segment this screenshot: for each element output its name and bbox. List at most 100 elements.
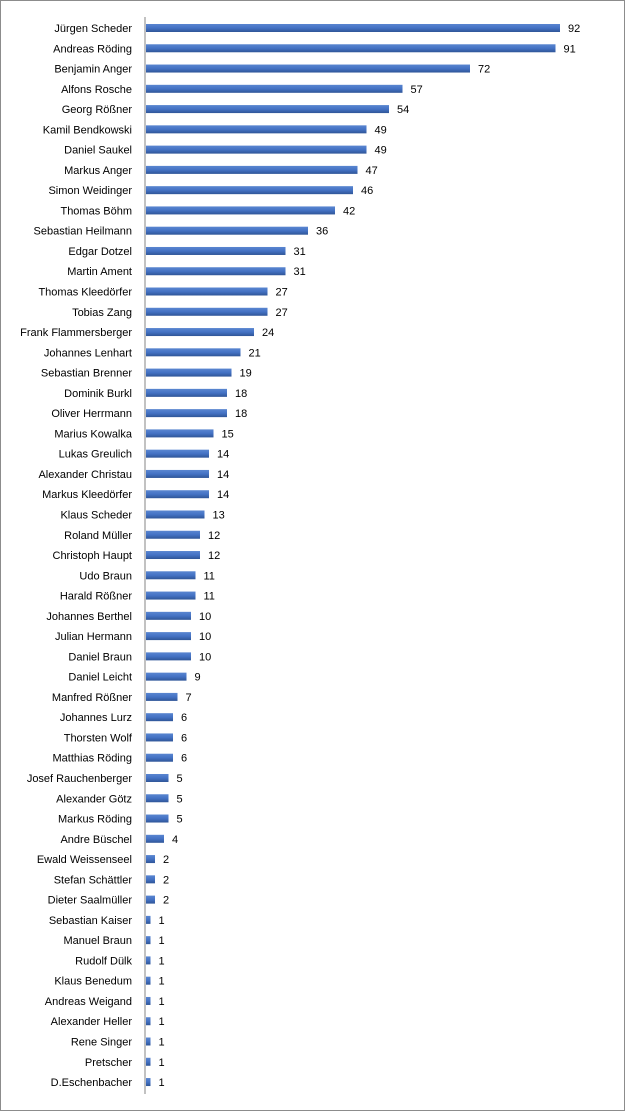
category-label: Tobias Zang	[72, 307, 132, 319]
category-label: Andre Büschel	[60, 834, 132, 846]
value-label: 6	[181, 712, 187, 724]
category-label: Rene Singer	[71, 1037, 132, 1049]
bar	[146, 1078, 151, 1087]
value-label: 14	[217, 469, 229, 481]
category-label: Klaus Scheder	[60, 509, 132, 521]
category-label: Thomas Böhm	[60, 205, 132, 217]
value-label: 18	[235, 388, 247, 400]
value-label: 4	[172, 834, 178, 846]
value-label: 91	[564, 43, 576, 55]
category-label: Roland Müller	[64, 530, 132, 542]
category-label: Markus Röding	[58, 814, 132, 826]
category-label: Frank Flammersberger	[20, 327, 132, 339]
value-label: 9	[195, 672, 201, 684]
category-label: Sebastian Brenner	[41, 368, 132, 380]
bar	[146, 692, 178, 701]
category-label: Thorsten Wolf	[64, 732, 133, 744]
bar	[146, 287, 268, 296]
category-label: Markus Kleedörfer	[42, 489, 132, 501]
value-label: 49	[375, 145, 387, 157]
value-label: 46	[361, 185, 373, 197]
value-label: 10	[199, 651, 211, 663]
bar	[146, 591, 196, 600]
value-label: 42	[343, 205, 355, 217]
value-label: 1	[159, 976, 165, 988]
category-label: Dieter Saalmüller	[48, 895, 133, 907]
bar	[146, 915, 151, 924]
category-label: Harald Rößner	[60, 591, 132, 603]
category-label: Alfons Rosche	[61, 84, 132, 96]
bar	[146, 307, 268, 316]
bar	[146, 875, 155, 884]
value-label: 14	[217, 489, 229, 501]
value-label: 12	[208, 530, 220, 542]
bar	[146, 713, 173, 722]
bar	[146, 145, 367, 154]
category-label: Rudolf Dülk	[75, 955, 132, 967]
bar	[146, 24, 560, 32]
bar	[146, 246, 286, 255]
value-label: 2	[163, 874, 169, 886]
bar	[146, 571, 196, 580]
bar	[146, 632, 191, 641]
bar	[146, 44, 556, 53]
category-label: Oliver Herrmann	[51, 408, 132, 420]
category-label: Pretscher	[85, 1057, 132, 1069]
category-label: Udo Braun	[79, 570, 132, 582]
category-label: Stefan Schättler	[54, 874, 133, 886]
value-label: 1	[159, 915, 165, 927]
bar	[146, 328, 254, 337]
category-label: Sebastian Heilmann	[34, 226, 132, 238]
bar	[146, 733, 173, 742]
value-label: 5	[177, 793, 183, 805]
category-label: Johannes Lurz	[60, 712, 132, 724]
bar	[146, 165, 358, 174]
value-label: 6	[181, 753, 187, 765]
bar	[146, 551, 200, 560]
bar	[146, 976, 151, 985]
value-label: 10	[199, 611, 211, 623]
value-label: 27	[276, 307, 288, 319]
value-label: 31	[294, 266, 306, 278]
category-label: Thomas Kleedörfer	[38, 287, 132, 299]
value-label: 27	[276, 287, 288, 299]
value-label: 36	[316, 226, 328, 238]
value-label: 1	[159, 1037, 165, 1049]
category-label: Josef Rauchenberger	[27, 773, 133, 785]
category-label: Johannes Lenhart	[44, 347, 132, 359]
value-label: 1	[159, 935, 165, 947]
category-label: Alexander Heller	[51, 1016, 133, 1028]
bar	[146, 267, 286, 276]
bar	[146, 753, 173, 762]
category-label: Alexander Christau	[38, 469, 132, 481]
bar	[146, 84, 403, 93]
value-label: 5	[177, 814, 183, 826]
category-label: Marius Kowalka	[54, 428, 133, 440]
bar	[146, 449, 209, 458]
value-label: 49	[375, 124, 387, 136]
bar	[146, 429, 214, 438]
category-label: Klaus Benedum	[54, 976, 132, 988]
bar	[146, 996, 151, 1005]
category-label: Markus Anger	[64, 165, 132, 177]
bar	[146, 773, 169, 782]
value-label: 12	[208, 550, 220, 562]
value-label: 6	[181, 732, 187, 744]
value-label: 15	[222, 428, 234, 440]
bar	[146, 1017, 151, 1026]
bar	[146, 652, 191, 661]
category-label: D.Eschenbacher	[51, 1077, 133, 1089]
bar	[146, 834, 164, 843]
category-label: Julian Hermann	[55, 631, 132, 643]
category-label: Ewald Weissenseel	[37, 854, 132, 866]
value-label: 31	[294, 246, 306, 258]
category-label: Simon Weidinger	[48, 185, 132, 197]
category-label: Johannes Berthel	[46, 611, 132, 623]
bar	[146, 125, 367, 134]
value-label: 92	[568, 23, 580, 35]
category-label: Lukas Greulich	[59, 449, 132, 461]
value-label: 18	[235, 408, 247, 420]
category-label: Manfred Rößner	[52, 692, 132, 704]
